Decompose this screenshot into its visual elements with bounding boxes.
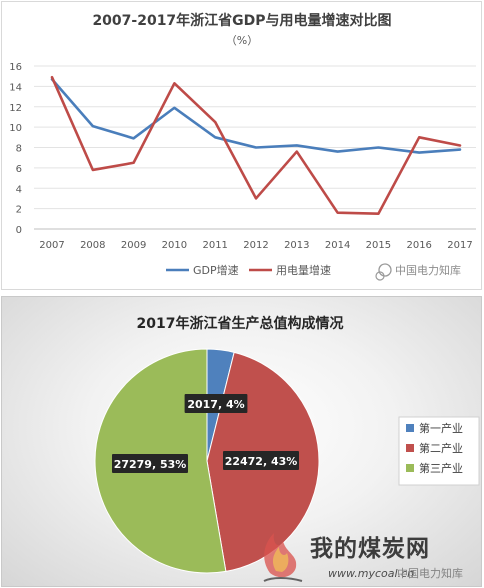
legend-swatch	[406, 444, 414, 452]
legend-swatch	[406, 464, 414, 472]
legend-label: 第二产业	[419, 441, 463, 455]
y-tick-label: 14	[9, 82, 22, 93]
data-label: 2017, 4%	[187, 398, 244, 411]
data-label-box	[184, 394, 248, 413]
line-chart-panel: 2007-2017年浙江省GDP与用电量增速对比图 （%） 0 2 4 6 8 10 12 1…	[1, 1, 482, 290]
x-tick-label: 2008	[80, 240, 105, 251]
y-tick-label: 16	[9, 62, 22, 73]
x-tick-label: 2011	[202, 240, 227, 251]
x-tick-label: 2014	[325, 240, 350, 251]
chart-title: 2017年浙江省生产总值构成情况	[137, 315, 344, 332]
y-tick-label: 4	[16, 184, 22, 195]
y-tick-label: 12	[9, 103, 22, 114]
pie-chart-panel: 2017年浙江省生产总值构成情况 2017, 4% 22472, 43% 27279…	[1, 296, 482, 587]
y-axis-ticks: 0 2 4 6 8 10 12 14 16	[9, 62, 22, 236]
watermark-text: 中国电力知库	[395, 263, 461, 277]
legend: GDP增速 用电量增速	[166, 263, 331, 277]
legend-swatch	[406, 424, 414, 432]
series-line-gdp	[50, 77, 462, 154]
y-tick-label: 8	[16, 144, 22, 155]
legend-power-label: 用电量增速	[276, 263, 331, 277]
x-tick-label: 2015	[366, 240, 391, 251]
legend-gdp-label: GDP增速	[193, 263, 239, 277]
legend-label: 第一产业	[419, 421, 463, 435]
watermark-logo-text: 我的煤炭网	[310, 535, 430, 562]
data-label: 22472, 43%	[225, 455, 298, 468]
x-axis-ticks: 2007 2008 2009 2010 2011 2012 2013 2014 2015 2016…	[39, 240, 472, 251]
wechat-icon	[378, 263, 392, 277]
watermark-url: www.mycoal.cn	[328, 567, 414, 580]
y-tick-label: 6	[16, 164, 22, 175]
mycoal-watermark: 我的煤炭网 www.mycoal.cn 中国电力知库	[263, 533, 463, 582]
x-tick-label: 2013	[284, 240, 309, 251]
flame-icon	[263, 533, 303, 582]
chart-subtitle: （%）	[226, 34, 258, 47]
pie-chart: 2017年浙江省生产总值构成情况 2017, 4% 22472, 43% 27279…	[94, 315, 480, 582]
series-line-power	[50, 75, 462, 216]
chart-title: 2007-2017年浙江省GDP与用电量增速对比图	[92, 12, 391, 29]
y-tick-label: 10	[9, 123, 22, 134]
series-lines	[50, 75, 462, 216]
data-label-box	[223, 451, 299, 470]
y-tick-label: 0	[16, 225, 22, 236]
wechat-watermark: 中国电力知库	[375, 263, 461, 281]
legend-label: 第三产业	[419, 461, 463, 475]
x-tick-label: 2017	[447, 240, 472, 251]
x-tick-label: 2009	[121, 240, 146, 251]
line-chart: 2007-2017年浙江省GDP与用电量增速对比图 （%） 0 2 4 6 8 10 12 1…	[9, 12, 476, 281]
y-tick-label: 2	[16, 205, 22, 216]
x-tick-label: 2012	[243, 240, 268, 251]
data-label: 27279, 53%	[114, 458, 187, 471]
data-label-box	[112, 454, 188, 473]
pie-data-labels: 2017, 4% 22472, 43% 27279, 53%	[112, 394, 299, 473]
x-tick-label: 2010	[162, 240, 187, 251]
watermark-overlay-text: 中国电力知库	[397, 566, 463, 580]
x-tick-label: 2007	[39, 240, 64, 251]
x-tick-label: 2016	[406, 240, 431, 251]
